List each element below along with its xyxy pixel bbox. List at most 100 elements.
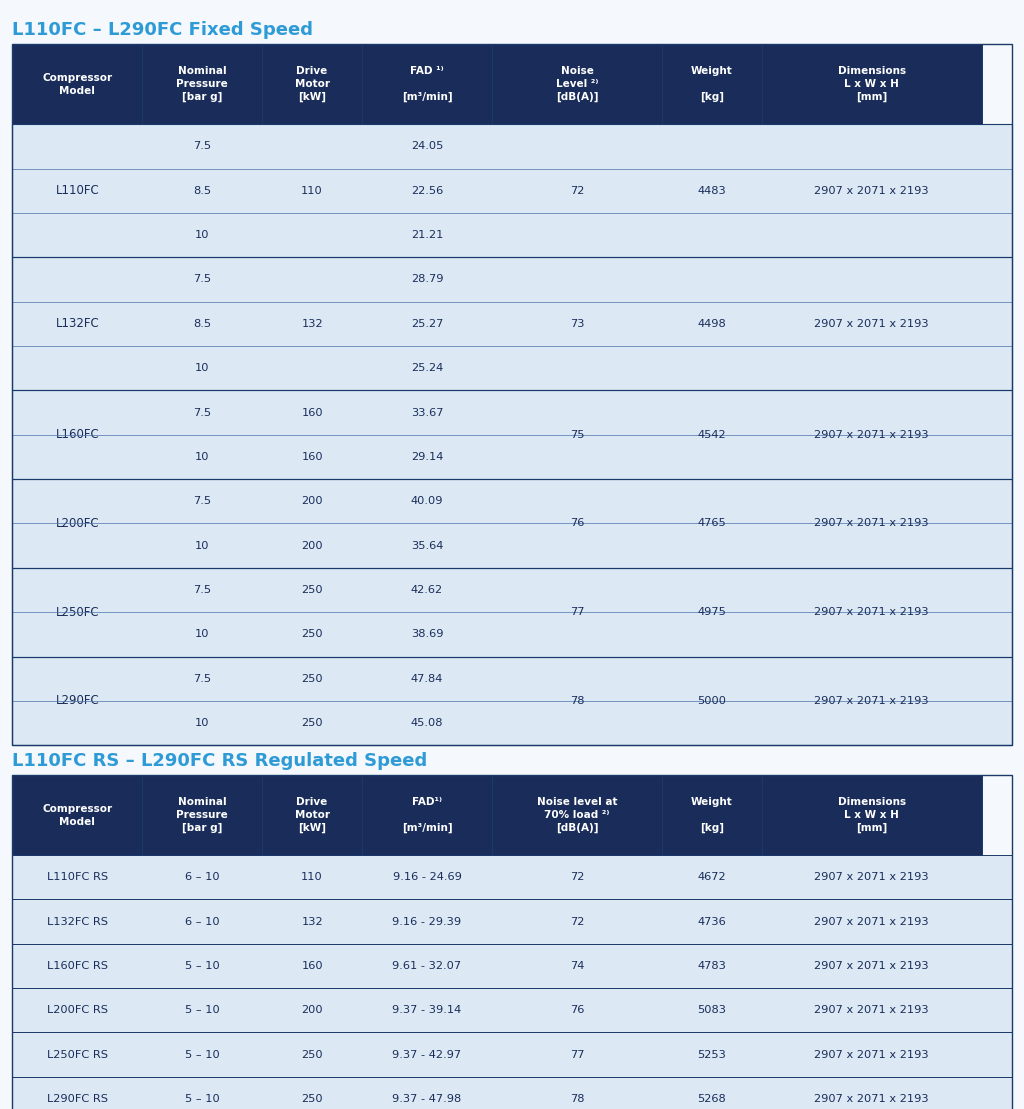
Text: 10: 10 xyxy=(195,540,210,551)
Bar xyxy=(762,44,982,124)
Text: 2907 x 2071 x 2193: 2907 x 2071 x 2193 xyxy=(814,960,929,971)
Text: 2907 x 2071 x 2193: 2907 x 2071 x 2193 xyxy=(814,185,929,196)
Text: 5 – 10: 5 – 10 xyxy=(184,960,219,971)
Text: 2907 x 2071 x 2193: 2907 x 2071 x 2193 xyxy=(814,1093,929,1105)
Text: 29.14: 29.14 xyxy=(411,451,443,462)
Bar xyxy=(12,257,1012,390)
Text: 28.79: 28.79 xyxy=(411,274,443,285)
Text: L290FC: L290FC xyxy=(55,694,99,708)
Text: Compressor
Model: Compressor Model xyxy=(42,804,113,826)
Text: 250: 250 xyxy=(301,1049,323,1060)
Text: L110FC RS: L110FC RS xyxy=(47,872,108,883)
Text: 38.69: 38.69 xyxy=(411,629,443,640)
Text: Nominal
Pressure
[bar g]: Nominal Pressure [bar g] xyxy=(176,67,228,102)
Text: FAD¹⁾

[m³/min]: FAD¹⁾ [m³/min] xyxy=(401,797,453,833)
Text: 5268: 5268 xyxy=(697,1093,726,1105)
Text: 77: 77 xyxy=(569,607,585,618)
Bar xyxy=(12,657,1012,745)
Text: 25.27: 25.27 xyxy=(411,318,443,329)
Text: 160: 160 xyxy=(301,451,323,462)
Bar xyxy=(12,44,1012,745)
Text: 10: 10 xyxy=(195,629,210,640)
Text: 9.37 - 42.97: 9.37 - 42.97 xyxy=(392,1049,462,1060)
Bar xyxy=(662,775,762,855)
Text: 9.61 - 32.07: 9.61 - 32.07 xyxy=(392,960,462,971)
Bar xyxy=(142,775,262,855)
Text: L110FC RS – L290FC RS Regulated Speed: L110FC RS – L290FC RS Regulated Speed xyxy=(12,752,428,770)
Text: 2907 x 2071 x 2193: 2907 x 2071 x 2193 xyxy=(814,607,929,618)
Text: 200: 200 xyxy=(301,1005,323,1016)
Text: Noise
Level ²⁾
[dB(A)]: Noise Level ²⁾ [dB(A)] xyxy=(556,67,598,102)
Text: 21.21: 21.21 xyxy=(411,230,443,241)
Bar xyxy=(12,775,1012,1109)
Bar xyxy=(362,775,492,855)
Text: 160: 160 xyxy=(301,407,323,418)
Text: Weight

[kg]: Weight [kg] xyxy=(691,67,733,102)
Text: 4672: 4672 xyxy=(697,872,726,883)
Bar xyxy=(262,44,362,124)
Text: 25.24: 25.24 xyxy=(411,363,443,374)
Text: 78: 78 xyxy=(569,695,585,706)
Text: 5 – 10: 5 – 10 xyxy=(184,1005,219,1016)
Bar xyxy=(12,988,1012,1032)
Text: 74: 74 xyxy=(569,960,584,971)
Text: L290FC RS: L290FC RS xyxy=(47,1093,108,1105)
Bar xyxy=(262,775,362,855)
Text: 250: 250 xyxy=(301,718,323,729)
Text: 4765: 4765 xyxy=(697,518,726,529)
Text: L160FC: L160FC xyxy=(55,428,99,441)
Text: 4483: 4483 xyxy=(697,185,726,196)
Text: 10: 10 xyxy=(195,451,210,462)
Text: 10: 10 xyxy=(195,718,210,729)
Text: 9.16 - 24.69: 9.16 - 24.69 xyxy=(392,872,462,883)
Text: 42.62: 42.62 xyxy=(411,584,443,596)
Text: 9.37 - 47.98: 9.37 - 47.98 xyxy=(392,1093,462,1105)
Text: L200FC: L200FC xyxy=(55,517,99,530)
Text: 72: 72 xyxy=(569,872,584,883)
Text: 6 – 10: 6 – 10 xyxy=(185,872,219,883)
Text: 2907 x 2071 x 2193: 2907 x 2071 x 2193 xyxy=(814,1049,929,1060)
Text: Dimensions
L x W x H
[mm]: Dimensions L x W x H [mm] xyxy=(838,67,906,102)
Text: Noise level at
70% load ²⁾
[dB(A)]: Noise level at 70% load ²⁾ [dB(A)] xyxy=(537,797,617,833)
Text: 200: 200 xyxy=(301,540,323,551)
Bar xyxy=(492,775,662,855)
Text: 9.16 - 29.39: 9.16 - 29.39 xyxy=(392,916,462,927)
Text: 7.5: 7.5 xyxy=(194,407,211,418)
Text: 200: 200 xyxy=(301,496,323,507)
Text: 33.67: 33.67 xyxy=(411,407,443,418)
Text: 4975: 4975 xyxy=(697,607,726,618)
Text: L110FC: L110FC xyxy=(55,184,99,197)
Text: 4736: 4736 xyxy=(697,916,726,927)
Text: L160FC RS: L160FC RS xyxy=(47,960,108,971)
Bar xyxy=(142,44,262,124)
Text: L132FC: L132FC xyxy=(55,317,99,330)
Text: 76: 76 xyxy=(569,1005,584,1016)
Text: 132: 132 xyxy=(301,318,323,329)
Text: 35.64: 35.64 xyxy=(411,540,443,551)
Text: 160: 160 xyxy=(301,960,323,971)
Text: 4783: 4783 xyxy=(697,960,726,971)
Text: 6 – 10: 6 – 10 xyxy=(185,916,219,927)
Text: 132: 132 xyxy=(301,916,323,927)
Text: 73: 73 xyxy=(569,318,585,329)
Text: 7.5: 7.5 xyxy=(194,673,211,684)
Bar xyxy=(12,944,1012,988)
Bar xyxy=(362,44,492,124)
Bar xyxy=(12,44,142,124)
Text: 2907 x 2071 x 2193: 2907 x 2071 x 2193 xyxy=(814,518,929,529)
Bar xyxy=(12,390,1012,479)
Text: 250: 250 xyxy=(301,629,323,640)
Text: 2907 x 2071 x 2193: 2907 x 2071 x 2193 xyxy=(814,429,929,440)
Text: 76: 76 xyxy=(569,518,584,529)
Bar xyxy=(12,257,1012,390)
Text: Nominal
Pressure
[bar g]: Nominal Pressure [bar g] xyxy=(176,797,228,833)
Text: L250FC RS: L250FC RS xyxy=(47,1049,108,1060)
Text: 8.5: 8.5 xyxy=(194,318,211,329)
Text: 2907 x 2071 x 2193: 2907 x 2071 x 2193 xyxy=(814,318,929,329)
Bar xyxy=(492,44,662,124)
Text: 250: 250 xyxy=(301,584,323,596)
Bar xyxy=(12,568,1012,657)
Bar xyxy=(12,775,142,855)
Text: 250: 250 xyxy=(301,1093,323,1105)
Text: 7.5: 7.5 xyxy=(194,496,211,507)
